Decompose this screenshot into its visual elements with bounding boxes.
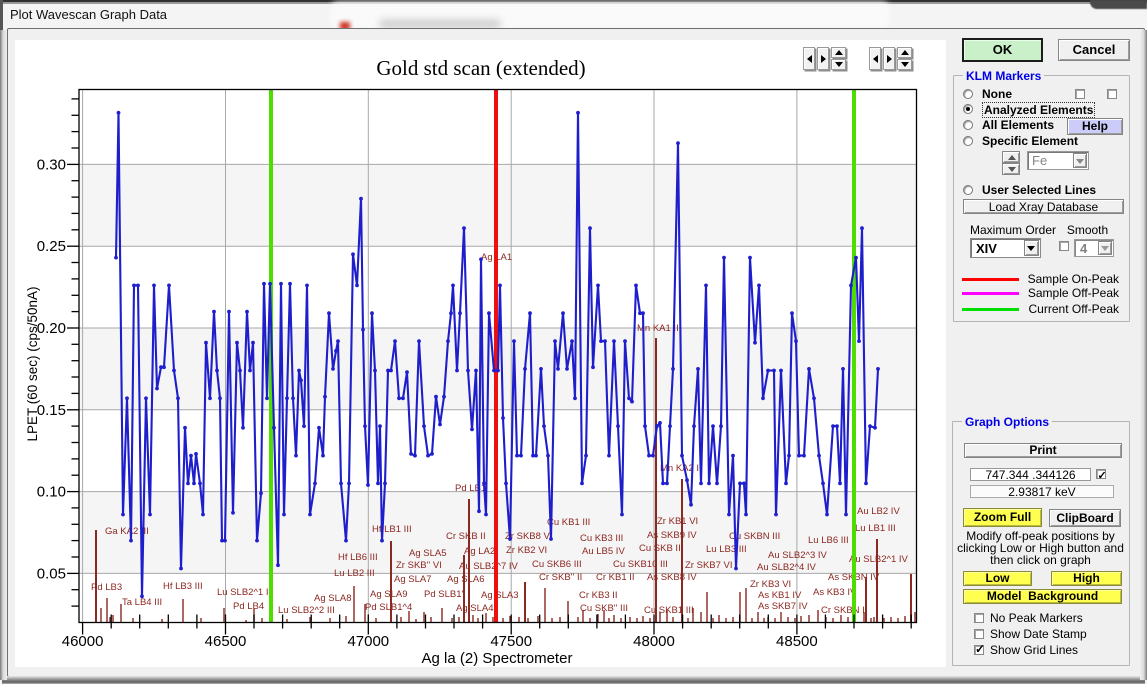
svg-text:Cr KB3 II: Cr KB3 II	[579, 590, 618, 601]
svg-text:Au LB2 IV: Au LB2 IV	[857, 506, 900, 517]
svg-text:0.15: 0.15	[37, 402, 66, 419]
svg-text:As SKB7 IV: As SKB7 IV	[758, 601, 808, 612]
svg-text:Pd LB1: Pd LB1	[455, 483, 486, 494]
svg-text:Pd LB4: Pd LB4	[233, 601, 264, 612]
svg-text:Cr SKBN II: Cr SKBN II	[821, 605, 867, 616]
svg-text:Hf LB1 III: Hf LB1 III	[372, 524, 412, 535]
svg-text:Cu KB1 III: Cu KB1 III	[547, 517, 590, 528]
svg-text:Zr SKB'' VI: Zr SKB'' VI	[396, 560, 442, 571]
svg-text:Gold std scan (extended): Gold std scan (extended)	[376, 56, 585, 80]
svg-text:As SKB8 IV: As SKB8 IV	[647, 572, 697, 583]
svg-text:Lu SLB2^1 III: Lu SLB2^1 III	[217, 587, 274, 598]
svg-text:Hf LB3 III: Hf LB3 III	[163, 581, 203, 592]
svg-text:Cu SKBN III: Cu SKBN III	[729, 531, 780, 542]
svg-text:Lu LB2 III: Lu LB2 III	[334, 568, 375, 579]
svg-text:48000: 48000	[633, 633, 675, 650]
svg-text:Ga KA2 III: Ga KA2 III	[105, 526, 149, 537]
svg-text:Zr SKB7 VI: Zr SKB7 VI	[685, 560, 733, 571]
svg-text:Cu SKB6 III: Cu SKB6 III	[532, 559, 582, 570]
svg-text:Cu SKB1 III: Cu SKB1 III	[644, 605, 694, 616]
svg-text:As SKB9 IV: As SKB9 IV	[647, 530, 697, 541]
svg-text:Ag LA2: Ag LA2	[464, 546, 495, 557]
svg-text:Au LB5 IV: Au LB5 IV	[582, 546, 625, 557]
svg-text:Zr SKB8 VI: Zr SKB8 VI	[505, 531, 553, 542]
svg-text:Cu SKB'' III: Cu SKB'' III	[580, 603, 628, 614]
svg-text:Pd SLB1^4: Pd SLB1^4	[365, 602, 412, 613]
svg-text:Mn KA2 II: Mn KA2 II	[660, 463, 702, 474]
svg-text:As KB1 IV: As KB1 IV	[758, 590, 802, 601]
svg-text:Ag SLA8: Ag SLA8	[314, 593, 352, 604]
svg-text:Lu SLB2^2 III: Lu SLB2^2 III	[278, 605, 335, 616]
svg-text:Ag SLA7: Ag SLA7	[394, 574, 432, 585]
svg-text:Pd LB3: Pd LB3	[91, 582, 122, 593]
svg-text:LPET (60 sec) (cps/50nA): LPET (60 sec) (cps/50nA)	[25, 286, 40, 441]
svg-text:Ag SLA6: Ag SLA6	[447, 574, 485, 585]
svg-text:46000: 46000	[62, 633, 104, 650]
svg-text:Ag SLA3: Ag SLA3	[481, 590, 519, 601]
svg-text:Cu SKB III: Cu SKB III	[639, 543, 683, 554]
svg-text:Au SLB2^3 IV: Au SLB2^3 IV	[768, 550, 828, 561]
svg-text:Lu LB1 III: Lu LB1 III	[855, 523, 896, 534]
svg-text:Hf LB6 III: Hf LB6 III	[338, 552, 378, 563]
svg-text:Ag SLA5: Ag SLA5	[409, 548, 447, 559]
svg-text:Au SLB2^7 IV: Au SLB2^7 IV	[459, 561, 519, 572]
svg-text:Ag SLA9: Ag SLA9	[370, 589, 408, 600]
svg-text:Ta LB4 III: Ta LB4 III	[122, 597, 162, 608]
svg-text:Zr KB1 VI: Zr KB1 VI	[657, 516, 698, 527]
svg-text:Ag SLA4: Ag SLA4	[456, 603, 494, 614]
svg-text:Ag la (2) Spectrometer: Ag la (2) Spectrometer	[422, 650, 573, 667]
svg-text:47500: 47500	[490, 633, 532, 650]
svg-text:As KB3 IV: As KB3 IV	[813, 587, 857, 598]
svg-text:Cr SKB'' II: Cr SKB'' II	[539, 572, 582, 583]
svg-text:0.30: 0.30	[37, 156, 66, 173]
svg-text:0.05: 0.05	[37, 565, 66, 582]
svg-text:47000: 47000	[347, 633, 389, 650]
svg-text:Lu LB6 III: Lu LB6 III	[808, 535, 849, 546]
svg-text:Cr SKB II: Cr SKB II	[446, 531, 486, 542]
svg-text:0.10: 0.10	[37, 484, 66, 501]
svg-text:0.20: 0.20	[37, 320, 66, 337]
svg-text:48500: 48500	[776, 633, 818, 650]
svg-text:Mn KA1 II: Mn KA1 II	[637, 323, 679, 334]
svg-text:46500: 46500	[205, 633, 247, 650]
svg-text:Zr KB3 VI: Zr KB3 VI	[750, 579, 791, 590]
svg-text:Cu KB3 III: Cu KB3 III	[580, 533, 623, 544]
svg-text:Lu LB3 III: Lu LB3 III	[706, 544, 747, 555]
svg-text:Au SLB2^1 IV: Au SLB2^1 IV	[849, 554, 909, 565]
svg-text:Zr KB2 VI: Zr KB2 VI	[506, 545, 547, 556]
svg-text:Cu SKB10 III: Cu SKB10 III	[613, 559, 668, 570]
svg-text:0.25: 0.25	[37, 238, 66, 255]
svg-text:Au SLB2^4 IV: Au SLB2^4 IV	[757, 562, 817, 573]
svg-text:Pd SLB1'': Pd SLB1''	[424, 589, 465, 600]
svg-text:Cr KB1 II: Cr KB1 II	[596, 572, 635, 583]
